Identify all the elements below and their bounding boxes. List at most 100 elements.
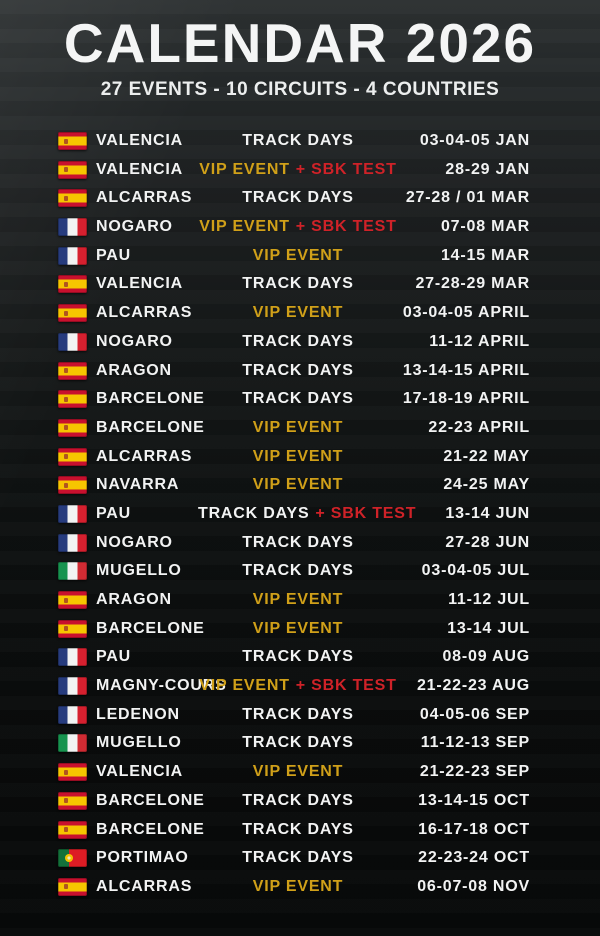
location-cell: LEDENON bbox=[58, 705, 198, 724]
event-dates: 21-22-23 SEP bbox=[419, 763, 530, 781]
event-type-label: TRACK DAYS bbox=[198, 648, 398, 666]
event-segment: TRACK DAYS bbox=[242, 189, 354, 207]
france-flag-icon bbox=[58, 332, 87, 351]
page-title: CALENDAR 2026 bbox=[63, 12, 537, 74]
location-cell: BARCELONE bbox=[58, 390, 204, 409]
location-label: ALCARRAS bbox=[96, 189, 193, 207]
spain-flag-icon bbox=[58, 390, 87, 409]
event-row: MAGNY-COURS VIP EVENT + SBK TEST 21-22-23 A… bbox=[0, 672, 600, 700]
location-cell: ALCARRAS bbox=[58, 189, 198, 208]
event-row: BARCELONE TRACK DAYS 16-17-18 OCT bbox=[0, 816, 600, 844]
event-row: ALCARRAS VIP EVENT 21-22 MAY bbox=[0, 443, 600, 471]
event-row: NOGARO VIP EVENT + SBK TEST 07-08 MAR bbox=[0, 213, 600, 241]
event-row: NAVARRA VIP EVENT 24-25 MAY bbox=[0, 471, 600, 499]
event-dates: 07-08 MAR bbox=[440, 218, 530, 236]
event-segment: TRACK DAYS bbox=[242, 132, 354, 149]
spain-flag-icon bbox=[58, 160, 87, 179]
event-row: NOGARO TRACK DAYS 11-12 APRIL bbox=[0, 328, 600, 356]
event-type-label: TRACK DAYS bbox=[198, 792, 398, 810]
location-cell: NOGARO bbox=[58, 533, 198, 552]
location-cell: MUGELLO bbox=[58, 734, 198, 753]
event-type-label: VIP EVENT bbox=[198, 304, 398, 322]
event-dates: 24-25 MAY bbox=[443, 476, 530, 494]
event-segment: TRACK DAYS bbox=[242, 533, 354, 551]
event-type-label: TRACK DAYS bbox=[198, 734, 398, 752]
location-label: NOGARO bbox=[96, 332, 173, 350]
event-type-label: TRACK DAYS bbox=[198, 390, 398, 408]
location-cell: MAGNY-COURS bbox=[58, 677, 226, 696]
event-row: VALENCIA VIP EVENT + SBK TEST 28-29 JAN bbox=[0, 156, 600, 184]
event-type-label: TRACK DAYS bbox=[198, 362, 398, 380]
page-subtitle: 27 EVENTS - 10 CIRCUITS - 4 COUNTRIES bbox=[100, 79, 500, 100]
event-row: PAU TRACK DAYS + SBK TEST 13-14 JUN bbox=[0, 500, 600, 528]
location-label: VALENCIA bbox=[96, 132, 183, 149]
event-type-label: TRACK DAYS bbox=[198, 132, 398, 150]
location-cell: NAVARRA bbox=[58, 476, 198, 495]
location-label: VALENCIA bbox=[96, 763, 183, 781]
event-segment: TRACK DAYS bbox=[242, 275, 354, 293]
spain-flag-icon bbox=[58, 763, 87, 782]
event-type-label: TRACK DAYS bbox=[198, 562, 398, 580]
location-cell: BARCELONE bbox=[58, 619, 204, 638]
event-type-label: TRACK DAYS bbox=[198, 333, 398, 351]
location-label: BARCELONE bbox=[96, 619, 205, 637]
event-type-label: VIP EVENT + SBK TEST bbox=[198, 161, 398, 179]
location-cell: VALENCIA bbox=[58, 160, 198, 179]
event-row: ALCARRAS TRACK DAYS 27-28 / 01 MAR bbox=[0, 184, 600, 212]
event-dates: 13-14 JUL bbox=[447, 619, 530, 637]
event-segment: VIP EVENT bbox=[252, 304, 344, 322]
event-segment: TRACK DAYS bbox=[242, 791, 354, 809]
location-label: PAU bbox=[96, 648, 131, 666]
location-label: VALENCIA bbox=[96, 160, 183, 178]
location-cell: ARAGON bbox=[58, 591, 198, 609]
location-label: NAVARRA bbox=[96, 476, 180, 494]
event-dates: 27-28 JUN bbox=[445, 533, 530, 551]
event-dates: 16-17-18 OCT bbox=[418, 820, 530, 838]
france-flag-icon bbox=[58, 705, 87, 724]
spain-flag-icon bbox=[58, 476, 87, 495]
location-label: PAU bbox=[96, 504, 131, 522]
location-cell: ALCARRAS bbox=[58, 877, 198, 896]
location-label: VALENCIA bbox=[96, 275, 183, 293]
event-segment: TRACK DAYS bbox=[242, 820, 354, 838]
event-segment: TRACK DAYS bbox=[242, 332, 354, 350]
portugal-flag-icon bbox=[58, 849, 87, 868]
france-flag-icon bbox=[58, 218, 87, 237]
france-flag-icon bbox=[58, 246, 87, 265]
header: CALENDAR 2026 27 EVENTS - 10 CIRCUITS - … bbox=[0, 0, 600, 101]
event-segment: + SBK TEST bbox=[315, 504, 417, 522]
location-label: ARAGON bbox=[96, 361, 172, 379]
location-label: MUGELLO bbox=[96, 734, 182, 752]
spain-flag-icon bbox=[58, 877, 87, 896]
event-segment: VIP EVENT bbox=[199, 218, 290, 236]
location-cell: PAU bbox=[58, 504, 198, 523]
event-type-label: VIP EVENT bbox=[198, 763, 398, 781]
event-dates: 13-14-15 OCT bbox=[418, 791, 530, 809]
location-label: PORTIMAO bbox=[96, 849, 189, 867]
event-segment: TRACK DAYS bbox=[242, 361, 354, 379]
event-row: VALENCIA TRACK DAYS 27-28-29 MAR bbox=[0, 270, 600, 298]
location-label: BARCELONE bbox=[96, 791, 205, 809]
event-type-label: TRACK DAYS bbox=[198, 275, 398, 293]
event-segment: + SBK TEST bbox=[295, 160, 397, 178]
event-row: MUGELLO TRACK DAYS 11-12-13 SEP bbox=[0, 729, 600, 757]
location-cell: ALCARRAS bbox=[58, 304, 198, 323]
event-segment: TRACK DAYS bbox=[242, 390, 354, 408]
event-row: MUGELLO TRACK DAYS 03-04-05 JUL bbox=[0, 557, 600, 585]
location-label: ALCARRAS bbox=[96, 877, 193, 895]
event-dates: 14-15 MAR bbox=[440, 246, 530, 264]
location-cell: VALENCIA bbox=[58, 763, 198, 782]
location-cell: BARCELONE bbox=[58, 820, 204, 839]
italy-flag-icon bbox=[58, 562, 87, 581]
spain-flag-icon bbox=[58, 820, 87, 839]
event-type-label: VIP EVENT + SBK TEST bbox=[198, 677, 398, 695]
event-dates: 03-04-05 JAN bbox=[419, 132, 530, 149]
event-type-label: VIP EVENT bbox=[198, 878, 398, 896]
spain-flag-icon bbox=[58, 304, 87, 323]
event-row: ALCARRAS VIP EVENT 03-04-05 APRIL bbox=[0, 299, 600, 327]
event-segment: VIP EVENT bbox=[252, 418, 344, 436]
event-row: BARCELONE TRACK DAYS 13-14-15 OCT bbox=[0, 787, 600, 815]
event-segment: VIP EVENT bbox=[252, 447, 344, 465]
event-type-label: VIP EVENT bbox=[198, 620, 398, 638]
event-type-label: VIP EVENT bbox=[198, 247, 398, 265]
